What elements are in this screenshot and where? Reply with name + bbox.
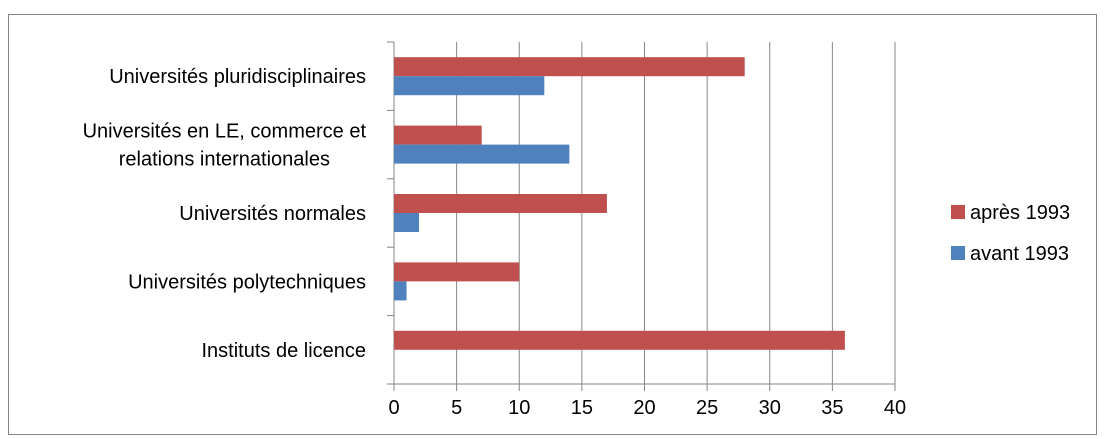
category-label-line: Universités pluridisciplinaires [109,66,366,88]
category-label-3: Universités polytechniques [128,271,366,293]
legend-swatch-apres [951,205,965,219]
x-tick-label-0: 0 [388,397,399,419]
x-tick-label-40: 40 [884,397,906,419]
bar-apres-2 [394,194,607,213]
category-label-line: Universités polytechniques [128,271,366,293]
legend-swatch-avant [951,246,965,260]
legend-label-avant: avant 1993 [970,243,1069,265]
bar-avant-2 [394,213,420,232]
bars [394,57,845,350]
category-label-line: Universités en LE, commerce et [83,121,367,143]
category-label-0: Universités pluridisciplinaires [109,66,366,88]
x-tick-label-15: 15 [571,397,593,419]
bar-avant-1 [394,144,570,164]
gridlines [456,42,896,384]
x-tick-label-25: 25 [696,397,718,419]
category-label-2: Universités normales [179,203,366,225]
bar-apres-0 [394,57,745,77]
legend: après 1993 avant 1993 [951,202,1070,265]
bar-apres-4 [394,330,845,350]
category-label-line: Instituts de licence [201,340,366,362]
category-label-line: Universités normales [179,203,366,225]
x-tick-label-30: 30 [759,397,781,419]
legend-label-apres: après 1993 [970,202,1070,224]
bar-apres-1 [394,125,482,145]
chart-frame [8,14,1097,435]
category-label-1: Universités en LE, commerce et relations … [83,121,367,171]
x-tick-label-35: 35 [821,397,843,419]
x-tick-label-20: 20 [633,397,655,419]
bar-avant-0 [394,76,545,96]
bar-apres-3 [394,262,520,282]
category-label-4: Instituts de licence [201,340,366,362]
category-labels: Universités pluridisciplinaires Universit… [83,66,367,362]
x-tick-labels: 0 5 10 15 20 25 30 35 40 [388,397,906,419]
category-label-line: relations internationales [119,149,330,171]
x-tick-label-5: 5 [451,397,462,419]
bar-avant-3 [394,281,407,301]
x-tick-label-10: 10 [508,397,530,419]
